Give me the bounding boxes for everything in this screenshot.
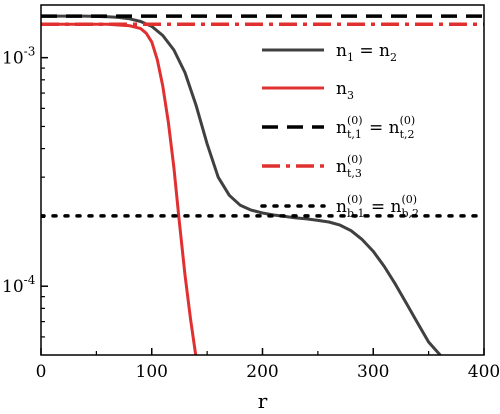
series-line-n1-n2: [41, 14, 443, 355]
series-layer: [41, 14, 484, 355]
y-tick-label: 10-4: [2, 273, 36, 297]
legend: n1​ = n2​ n3​ n(0)t,1​ = n(0)t,2​ n(0)t,3​ n…: [260, 41, 419, 220]
x-tick-label: 100: [136, 362, 168, 382]
x-tick-label: 400: [468, 362, 500, 382]
legend-label-n-0-t-3: n(0)t,3​: [336, 153, 363, 180]
legend-label-n3: n3​: [336, 79, 354, 102]
y-tick-label: 10-3: [2, 45, 35, 69]
tick-layer: [40, 56, 485, 355]
plot-frame: [40, 4, 485, 356]
label-layer: 0 100 200 300 400 10-4 10-3 r: [2, 45, 500, 413]
x-tick-label: 0: [36, 362, 47, 382]
series-line-n3: [41, 22, 198, 355]
legend-label-n-0-b-1-n-0-b-2: n(0)b,1​ = n(0)b,2​: [336, 193, 419, 220]
x-tick-label: 300: [357, 362, 389, 382]
legend-label-n1-n2: n1​ = n2​: [336, 41, 397, 64]
x-axis-label: r: [258, 389, 268, 413]
legend-label-n-0-t-1-n-0-t-2: n(0)t,1​ = n(0)t,2​: [336, 114, 415, 141]
x-tick-label: 200: [246, 362, 278, 382]
